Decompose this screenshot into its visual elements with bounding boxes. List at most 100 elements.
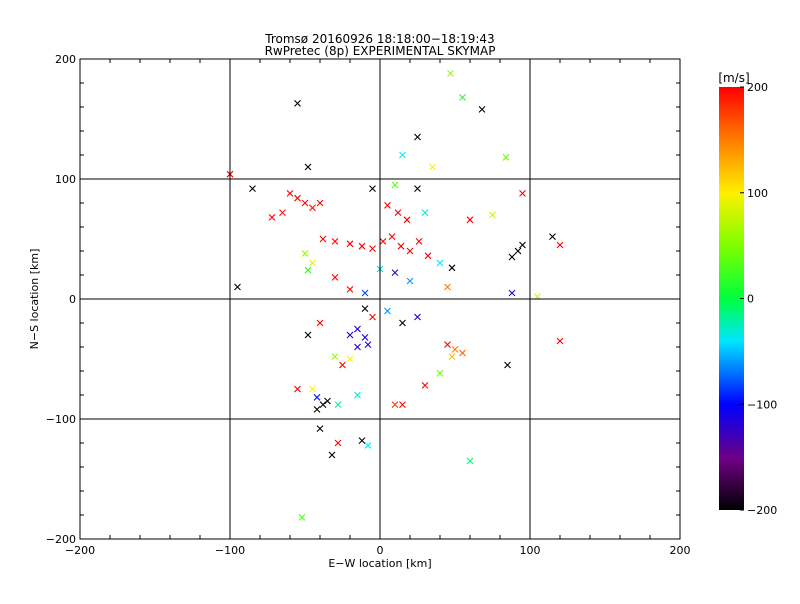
- data-point: [249, 185, 256, 192]
- data-point: [331, 238, 339, 245]
- data-point: [406, 277, 414, 285]
- data-point: [301, 250, 309, 257]
- data-point: [331, 274, 339, 281]
- x-tick-label: 0: [377, 544, 384, 557]
- data-point: [436, 370, 444, 377]
- data-point: [354, 343, 361, 351]
- data-point: [268, 214, 276, 221]
- data-point: [519, 241, 526, 249]
- data-point: [309, 204, 316, 212]
- colorbar-ticks: −200 −100 0 100 200: [740, 81, 777, 517]
- data-point: [316, 199, 324, 207]
- data-point: [316, 319, 324, 327]
- data-point: [556, 241, 564, 249]
- data-point: [294, 100, 301, 107]
- data-point: [346, 331, 354, 339]
- data-point: [502, 154, 510, 161]
- y-tick-label: −200: [46, 533, 76, 546]
- data-point: [415, 238, 423, 245]
- data-point: [354, 391, 361, 399]
- data-point: [429, 163, 436, 171]
- data-point: [508, 253, 516, 261]
- colorbar-gradient: [719, 87, 744, 510]
- data-point: [301, 199, 309, 207]
- data-point: [279, 209, 286, 216]
- x-tick-label: 200: [670, 544, 691, 557]
- data-point: [519, 190, 526, 197]
- data-point: [466, 457, 474, 465]
- data-point: [358, 242, 366, 250]
- data-point: [319, 235, 327, 243]
- data-point: [369, 313, 376, 321]
- data-point: [354, 325, 361, 333]
- data-point: [406, 247, 414, 255]
- data-point: [444, 341, 451, 348]
- y-tick-label: 100: [55, 173, 76, 186]
- grid-lines: [80, 59, 680, 539]
- data-point: [414, 133, 421, 141]
- data-point: [391, 181, 399, 189]
- data-point: [286, 190, 294, 197]
- data-point: [346, 240, 354, 248]
- data-point: [334, 439, 342, 447]
- x-tick-label: 100: [520, 544, 541, 557]
- data-point: [309, 259, 316, 267]
- y-tick-labels: −200 −100 0 100 200: [46, 53, 76, 546]
- data-point: [394, 209, 402, 216]
- scatter-points: [226, 70, 564, 521]
- colorbar-tick-label: 0: [747, 293, 754, 306]
- colorbar-tick-label: 200: [747, 81, 768, 94]
- data-point: [447, 70, 454, 77]
- data-point: [313, 394, 321, 401]
- data-point: [234, 283, 241, 291]
- chart-subtitle: RwPretec (8p) EXPERIMENTAL SKYMAP: [265, 44, 496, 58]
- data-point: [316, 425, 324, 432]
- data-point: [294, 194, 301, 202]
- data-point: [421, 382, 429, 389]
- x-tick-label: −200: [65, 544, 95, 557]
- data-point: [508, 289, 516, 297]
- data-point: [399, 319, 406, 327]
- data-point: [364, 341, 372, 348]
- data-point: [549, 233, 556, 240]
- data-point: [399, 401, 406, 408]
- data-point: [319, 401, 327, 408]
- data-point: [339, 361, 346, 369]
- data-point: [346, 355, 354, 363]
- data-point: [403, 216, 411, 224]
- y-tick-label: 200: [55, 53, 76, 66]
- y-axis-label: N−S location [km]: [28, 249, 41, 350]
- data-point: [313, 406, 321, 413]
- y-tick-label: −100: [46, 413, 76, 426]
- data-point: [384, 307, 391, 315]
- data-point: [388, 233, 396, 240]
- data-point: [361, 334, 369, 341]
- data-point: [391, 401, 399, 408]
- data-point: [444, 283, 451, 291]
- colorbar: [m/s] −200 −100 0 100 200: [718, 71, 777, 517]
- data-point: [391, 269, 399, 276]
- data-point: [414, 313, 421, 321]
- colorbar-tick-label: −200: [747, 504, 777, 517]
- data-point: [328, 451, 336, 459]
- data-point: [489, 211, 496, 219]
- data-point: [369, 185, 376, 192]
- data-point: [304, 163, 312, 171]
- x-tick-labels: −200 −100 0 100 200: [65, 544, 691, 557]
- data-point: [364, 442, 372, 449]
- data-point: [421, 209, 429, 216]
- data-point: [298, 514, 306, 521]
- data-point: [331, 353, 339, 360]
- data-point: [309, 385, 316, 393]
- axis-ticks: [79, 58, 681, 540]
- data-point: [397, 242, 405, 250]
- data-point: [361, 305, 369, 312]
- data-point: [399, 151, 406, 159]
- colorbar-label: [m/s]: [718, 71, 749, 85]
- data-point: [304, 331, 312, 339]
- data-point: [478, 106, 486, 113]
- data-point: [466, 216, 474, 224]
- data-point: [334, 401, 342, 408]
